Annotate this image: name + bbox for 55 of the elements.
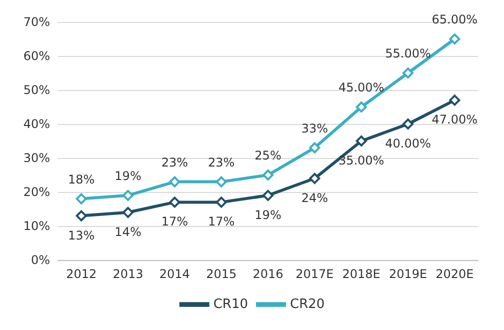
point: [76, 210, 87, 222]
data-label: 19%: [254, 208, 282, 222]
point: [169, 176, 180, 188]
data-label: 40.00%: [385, 136, 431, 150]
point: [449, 34, 460, 44]
data-label: 35.00%: [338, 154, 384, 168]
data-label: 47.00%: [432, 112, 478, 127]
legend-label: CR10: [213, 297, 248, 312]
x-tick-label: 2015: [206, 267, 237, 281]
data-label: 18%: [68, 172, 95, 186]
data-label: 14%: [114, 224, 142, 239]
y-tick-label: 30%: [23, 151, 50, 165]
point: [169, 196, 180, 208]
point: [449, 94, 460, 106]
y-tick-label: 70%: [23, 15, 50, 29]
data-label: 65.00%: [432, 12, 478, 26]
data-label: 24%: [301, 190, 328, 205]
data-label: 13%: [68, 228, 95, 242]
x-tick-label: 2019E: [388, 267, 428, 281]
data-label: 33%: [301, 121, 328, 136]
data-label: 17%: [161, 214, 188, 229]
point: [122, 206, 134, 218]
point: [122, 190, 134, 201]
point: [262, 190, 274, 201]
y-tick-label: 60%: [23, 49, 50, 63]
x-tick-label: 2012: [66, 267, 97, 281]
point: [216, 176, 227, 188]
y-tick-label: 20%: [23, 185, 50, 199]
point: [356, 136, 367, 146]
x-tick-label: 2014: [159, 267, 190, 281]
point: [216, 196, 227, 208]
y-tick-label: 10%: [23, 219, 50, 233]
data-label: 45.00%: [338, 80, 384, 94]
legend-label: CR20: [290, 297, 325, 312]
x-tick-label: 2016: [252, 267, 284, 281]
x-tick-label: 2020E: [436, 267, 474, 281]
data-label: 17%: [208, 214, 235, 229]
data-label: 23%: [161, 155, 188, 170]
x-tick-label: 2017E: [296, 267, 334, 281]
point: [356, 102, 367, 112]
data-label: 23%: [208, 155, 235, 170]
x-tick-label: 2013: [112, 267, 144, 281]
data-label: 25%: [254, 148, 282, 162]
point: [262, 170, 274, 180]
point: [402, 68, 414, 78]
data-label: 19%: [114, 168, 142, 183]
point: [402, 118, 414, 130]
point: [76, 193, 87, 204]
x-tick-label: 2018E: [342, 267, 380, 281]
data-label: 55.00%: [385, 46, 431, 60]
point: [309, 142, 320, 154]
y-tick-label: 50%: [23, 83, 50, 97]
y-tick-label: 0%: [30, 253, 50, 267]
point: [309, 172, 320, 184]
y-tick-label: 40%: [23, 117, 50, 131]
